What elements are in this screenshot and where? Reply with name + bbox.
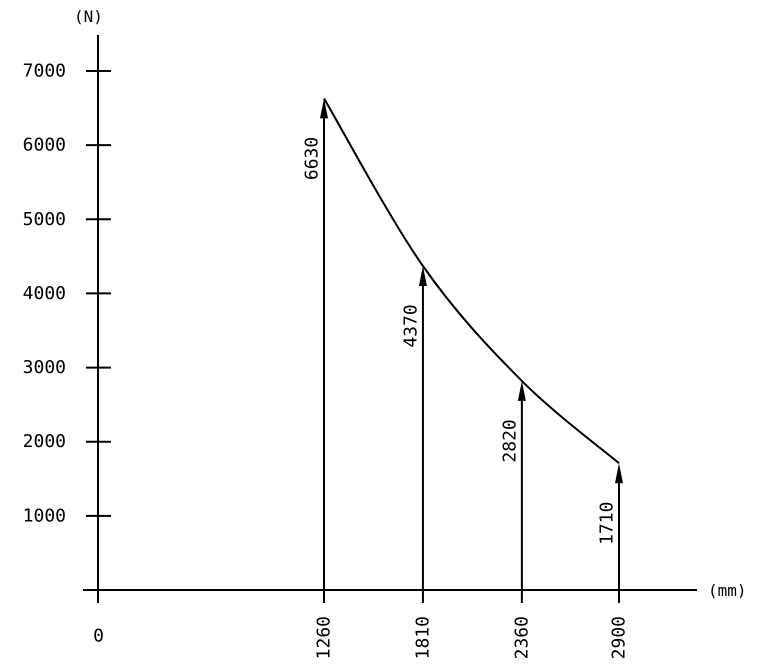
y-tick-label: 4000: [23, 283, 66, 304]
origin-label: 0: [93, 626, 104, 647]
y-tick-label: 2000: [23, 431, 66, 452]
force-arrowhead: [615, 463, 623, 484]
y-tick-label: 1000: [23, 505, 66, 526]
force-curve: [323, 97, 620, 464]
force-arrowhead: [320, 98, 328, 119]
y-tick-label: 7000: [23, 61, 66, 82]
x-tick-label: 1260: [314, 616, 335, 659]
force-value-label: 4370: [400, 304, 421, 347]
y-tick-label: 6000: [23, 135, 66, 156]
force-value-label: 6630: [302, 137, 323, 180]
force-arrowhead: [418, 265, 427, 286]
force-arrows: 6630 4370 2820 1710: [302, 98, 623, 590]
x-ticks: 1260 1810 2360 2900: [314, 590, 630, 659]
x-tick-label: 1810: [412, 616, 433, 659]
x-tick-label: 2360: [511, 616, 532, 659]
force-value-label: 1710: [597, 502, 618, 545]
y-tick-label: 5000: [23, 209, 66, 230]
axes: [83, 35, 697, 603]
force-arrowhead: [517, 380, 526, 401]
y-ticks: 1000 2000 3000 4000 5000 6000 7000: [23, 61, 111, 526]
force-value-label: 2820: [499, 419, 520, 462]
x-tick-label: 2900: [609, 616, 630, 659]
y-tick-label: 3000: [23, 357, 66, 378]
x-axis-unit: (mm): [708, 581, 747, 600]
y-axis-unit: (N): [74, 7, 103, 26]
